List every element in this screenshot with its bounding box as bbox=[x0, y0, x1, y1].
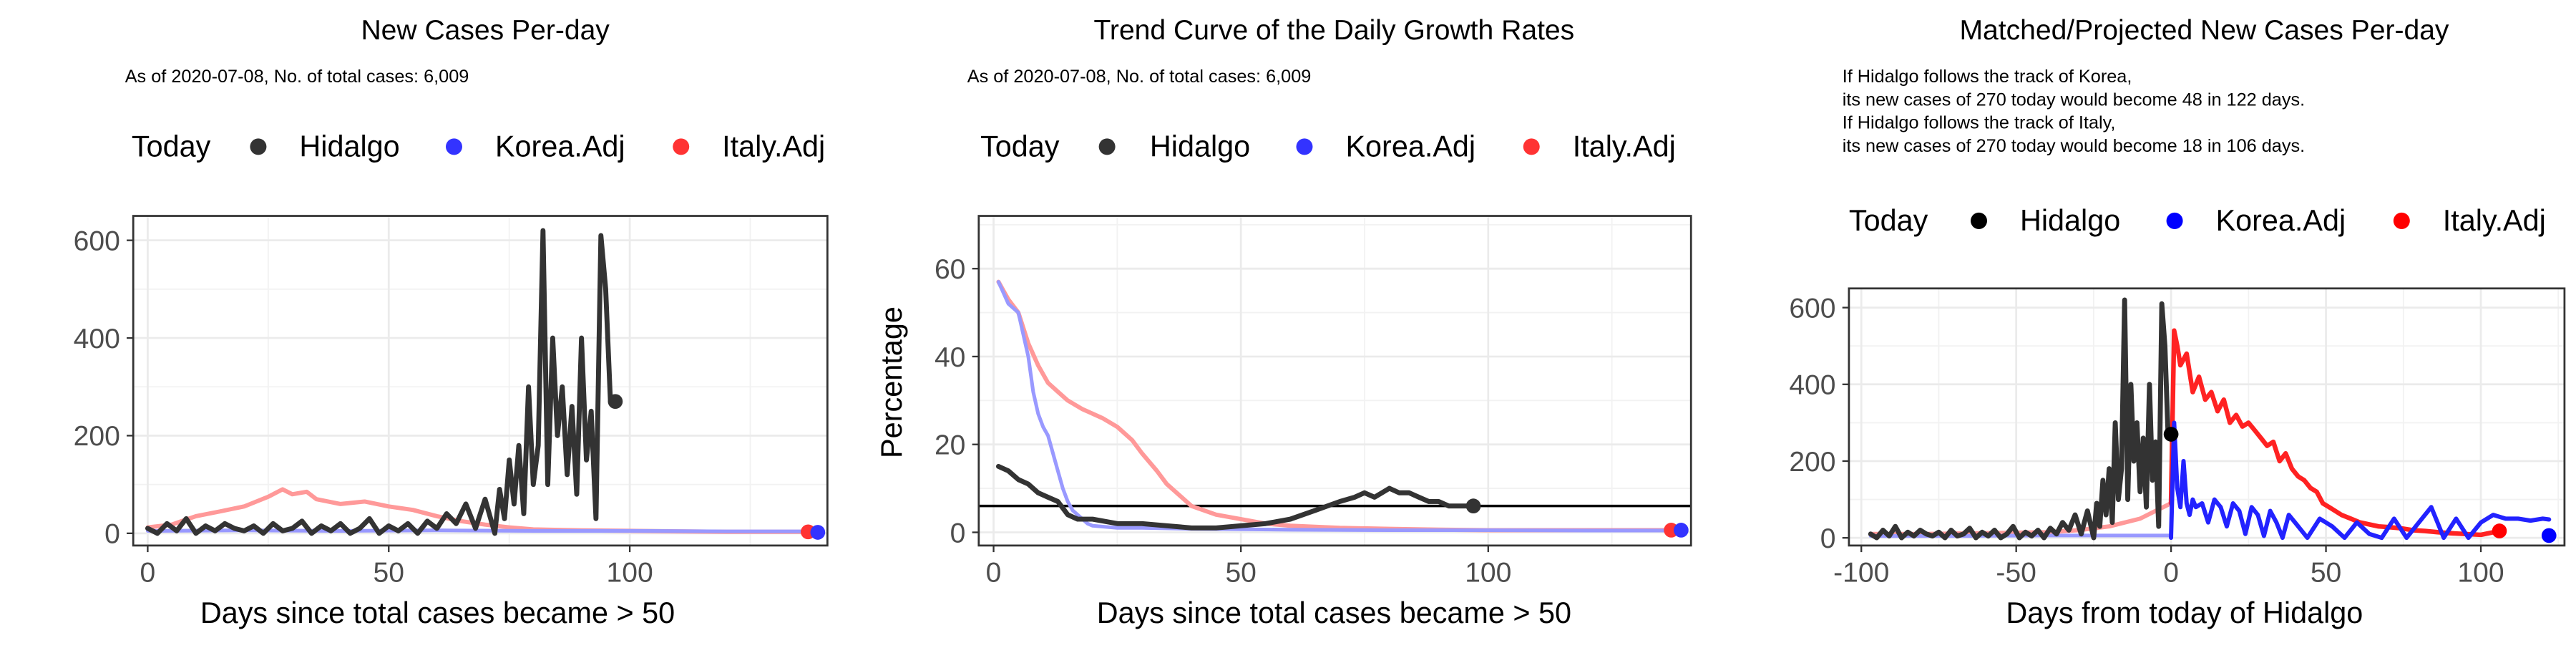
x-tick-label: 50 bbox=[2311, 558, 2341, 589]
legend-key-italy bbox=[673, 138, 690, 155]
legend-key-italy bbox=[1523, 138, 1540, 155]
endpoint-hidalgo bbox=[608, 394, 623, 410]
y-tick-label: 600 bbox=[1789, 293, 1835, 324]
plot-area: 0 50 100 0 20 40 60 bbox=[935, 215, 1692, 589]
plot-border bbox=[977, 215, 1692, 547]
legend-label-korea: Korea.Adj bbox=[495, 130, 625, 163]
legend: Today Hidalgo Korea.Adj Italy.Adj bbox=[132, 130, 825, 163]
plot-area: 0 50 100 0 200 400 600 bbox=[74, 215, 829, 589]
endpoint-hidalgo bbox=[1465, 498, 1481, 514]
chart-title: New Cases Per-day bbox=[361, 15, 610, 46]
chart-title: Matched/Projected New Cases Per-day bbox=[1959, 15, 2449, 46]
panel-projected: Matched/Projected New Cases Per-day If H… bbox=[1789, 15, 2566, 629]
panel-growth-rates: Trend Curve of the Daily Growth Rates As… bbox=[875, 15, 1692, 629]
y-tick-label: 200 bbox=[74, 421, 120, 452]
legend-label-hidalgo: Hidalgo bbox=[1150, 130, 1250, 163]
endpoint-korea-adj bbox=[2541, 528, 2557, 543]
chart-subtitle-line-2: its new cases of 270 today would become … bbox=[1843, 90, 2305, 110]
legend-label-korea: Korea.Adj bbox=[1345, 130, 1475, 163]
plot-border bbox=[132, 215, 829, 547]
plot-background bbox=[133, 216, 828, 546]
legend-key-hidalgo bbox=[1098, 138, 1116, 155]
x-tick-label: 0 bbox=[986, 558, 1002, 589]
endpoint-hidalgo bbox=[2163, 427, 2179, 442]
legend-key-hidalgo bbox=[1971, 212, 1988, 229]
y-tick-label: 0 bbox=[104, 519, 120, 550]
chart-subtitle-line-4: its new cases of 270 today would become … bbox=[1843, 136, 2305, 156]
y-axis-label: Percentage bbox=[875, 306, 908, 458]
plot-background bbox=[1848, 288, 2565, 546]
legend: Today Hidalgo Korea.Adj Italy.Adj bbox=[1849, 204, 2546, 237]
legend-title: Today bbox=[1849, 204, 1928, 237]
legend-key-korea bbox=[1296, 138, 1313, 155]
x-axis-label: Days since total cases became > 50 bbox=[1097, 596, 1571, 629]
legend-key-italy bbox=[2393, 212, 2410, 229]
y-tick-label: 20 bbox=[935, 430, 965, 461]
x-tick-label: 50 bbox=[1225, 558, 1256, 589]
y-tick-label: 40 bbox=[935, 342, 965, 373]
series-line-hidalgo bbox=[145, 228, 618, 536]
panel-new-cases: New Cases Per-day As of 2020-07-08, No. … bbox=[74, 15, 829, 629]
chart-subtitle-line-1: If Hidalgo follows the track of Korea, bbox=[1843, 67, 2132, 87]
legend-title: Today bbox=[132, 130, 211, 163]
x-tick-label: 50 bbox=[374, 558, 404, 589]
y-tick-label: 400 bbox=[1789, 370, 1835, 401]
legend-key-hidalgo bbox=[250, 138, 267, 155]
plot-border bbox=[1848, 287, 2566, 547]
x-tick-label: 100 bbox=[607, 558, 653, 589]
y-tick-label: 60 bbox=[935, 254, 965, 285]
x-tick-label: 0 bbox=[140, 558, 156, 589]
x-tick-label: -100 bbox=[1833, 558, 1889, 589]
legend-key-korea bbox=[445, 138, 462, 155]
x-tick-label: 0 bbox=[2163, 558, 2179, 589]
y-tick-label: 200 bbox=[1789, 447, 1835, 478]
plot-area: -100 -50 0 50 100 0 200 400 600 bbox=[1789, 287, 2566, 589]
chart-subtitle: As of 2020-07-08, No. of total cases: 6,… bbox=[125, 67, 469, 87]
series-line-korea-adj-projected bbox=[2169, 420, 2552, 541]
x-tick-label: 100 bbox=[1465, 558, 1511, 589]
endpoint-korea-adj bbox=[810, 525, 826, 540]
legend-label-hidalgo: Hidalgo bbox=[2020, 204, 2120, 237]
legend-label-italy: Italy.Adj bbox=[2443, 204, 2546, 237]
series-line-korea-adj bbox=[996, 280, 1683, 533]
legend-title: Today bbox=[980, 130, 1060, 163]
legend-label-italy: Italy.Adj bbox=[1573, 130, 1676, 163]
legend-label-hidalgo: Hidalgo bbox=[299, 130, 399, 163]
chart-subtitle-line-3: If Hidalgo follows the track of Italy, bbox=[1843, 113, 2116, 133]
y-tick-label: 400 bbox=[74, 324, 120, 354]
series-line-hidalgo bbox=[995, 463, 1476, 531]
y-tick-label: 0 bbox=[950, 518, 966, 548]
x-tick-label: -50 bbox=[1996, 558, 2036, 589]
endpoint-korea-adj bbox=[1674, 523, 1689, 538]
y-tick-label: 600 bbox=[74, 226, 120, 256]
legend: Today Hidalgo Korea.Adj Italy.Adj bbox=[980, 130, 1676, 163]
series-line-hidalgo bbox=[1868, 297, 2174, 541]
x-tick-label: 100 bbox=[2457, 558, 2504, 589]
legend-key-korea bbox=[2166, 212, 2183, 229]
x-axis-label: Days from today of Hidalgo bbox=[2006, 596, 2363, 629]
legend-label-korea: Korea.Adj bbox=[2216, 204, 2346, 237]
endpoint-italy-adj bbox=[2492, 523, 2507, 538]
x-axis-label: Days since total cases became > 50 bbox=[200, 596, 675, 629]
y-tick-label: 0 bbox=[1820, 523, 1836, 554]
legend-label-italy: Italy.Adj bbox=[722, 130, 825, 163]
chart-subtitle: As of 2020-07-08, No. of total cases: 6,… bbox=[967, 67, 1312, 87]
plot-background bbox=[978, 216, 1692, 546]
chart-title: Trend Curve of the Daily Growth Rates bbox=[1094, 15, 1575, 46]
